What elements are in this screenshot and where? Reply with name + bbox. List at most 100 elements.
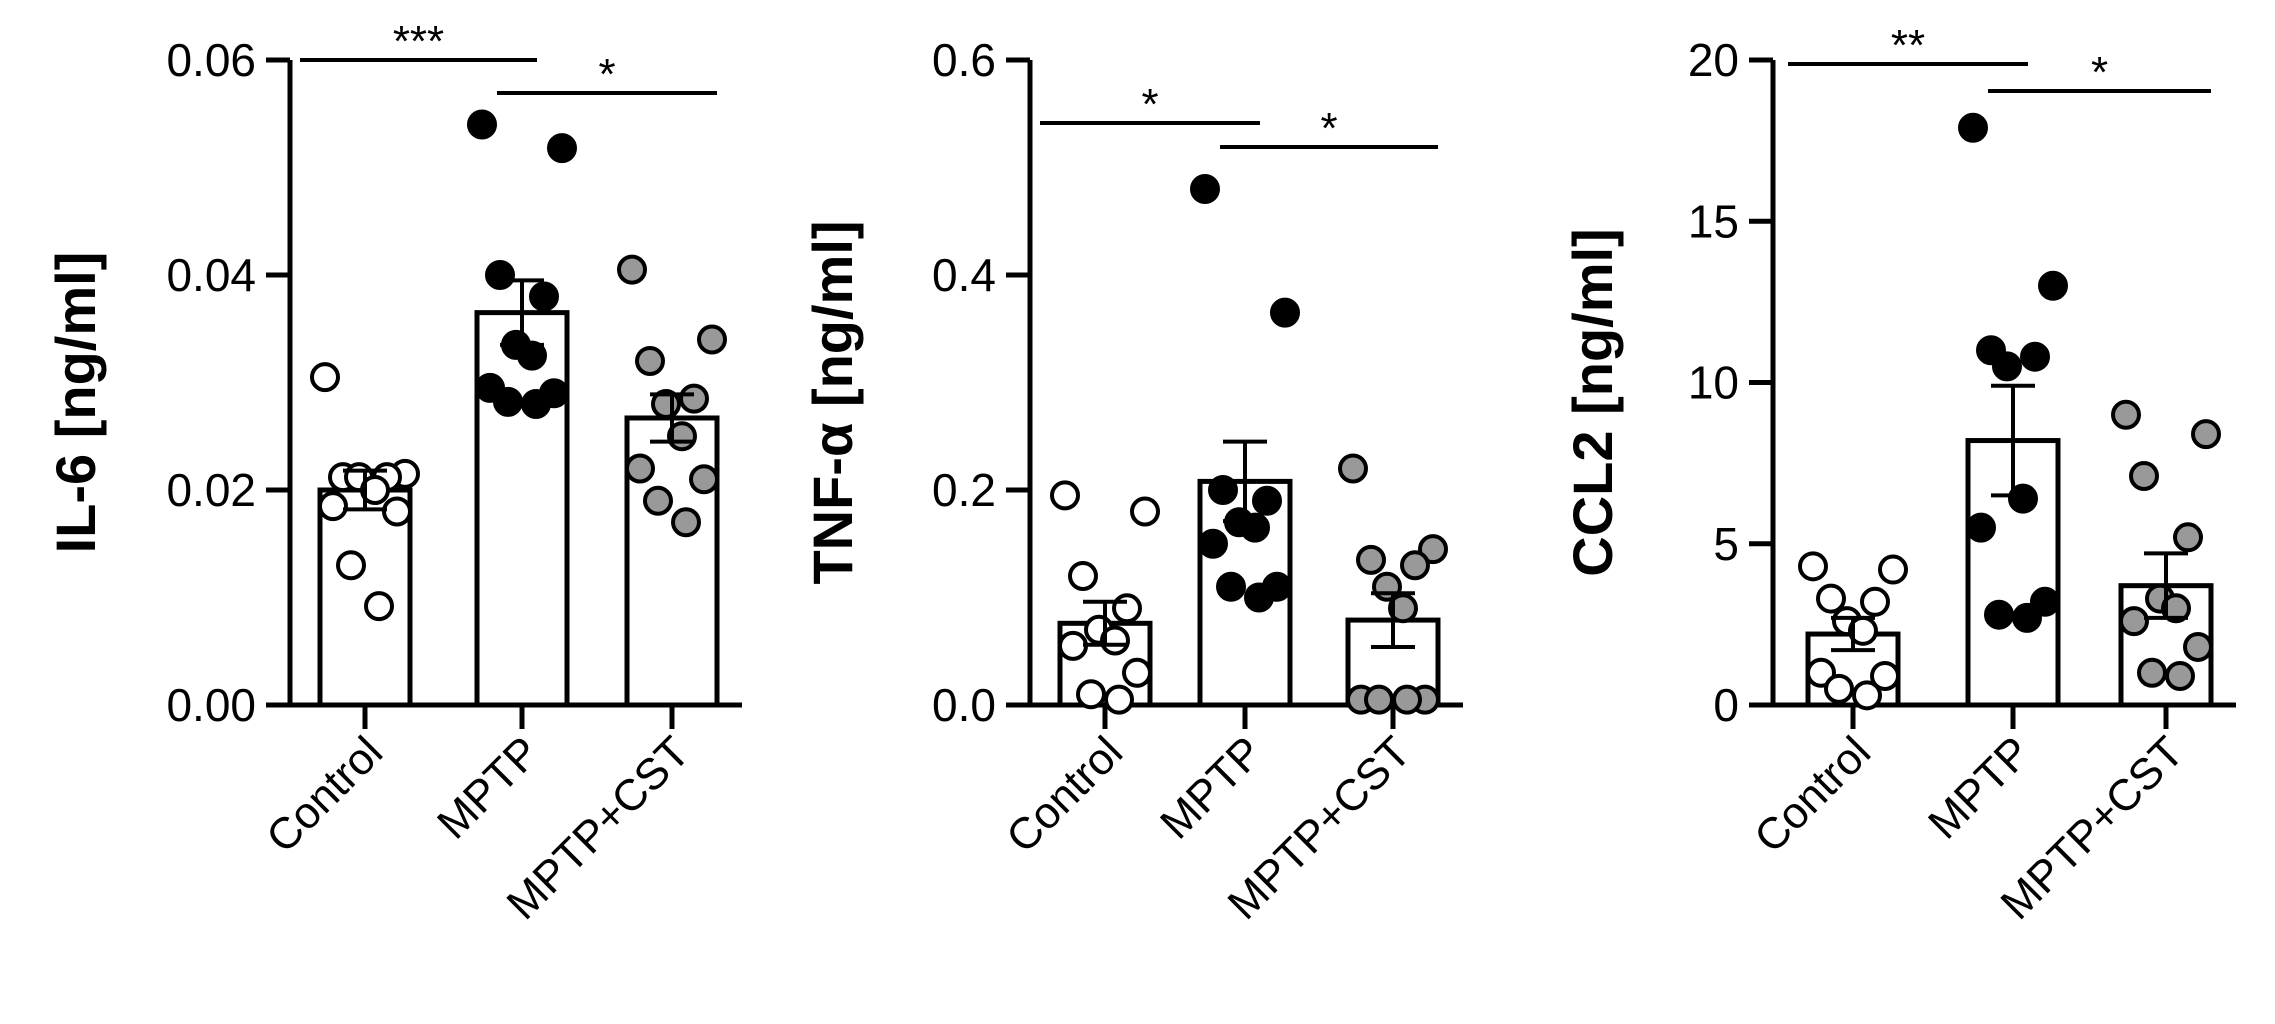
data-point [1392,684,1422,715]
data-point [2129,461,2159,492]
y-tick-label: 0.04 [166,249,256,301]
y-tick-label: 0.00 [166,679,256,731]
y-tick-label: 0.02 [166,464,256,516]
data-point [625,453,655,484]
data-point [689,464,719,495]
data-point [2020,341,2050,372]
data-point [2165,660,2195,691]
y-axis-label: TNF-α [ng/ml] [801,220,864,584]
data-point [1338,453,1368,484]
data-point [547,133,577,164]
data-point [1958,112,1988,143]
data-point [1364,684,1394,715]
data-point [1216,571,1246,602]
significance-label: * [1320,104,1337,153]
category-label: Control [997,727,1132,862]
y-axis-label: IL-6 [ng/ml] [44,252,107,554]
y-tick-label: 10 [1688,357,1739,409]
data-point [1816,583,1846,614]
data-point [1076,679,1106,710]
data-point [2119,606,2149,637]
data-point [1112,593,1142,624]
data-point [364,591,394,622]
data-point [485,260,515,290]
data-point [529,281,559,312]
category-label: MPTP [1919,727,2040,848]
data-point [643,485,673,516]
significance-label: ** [1891,21,1925,70]
data-point [635,346,665,376]
data-point [2038,270,2068,301]
data-point [1068,561,1098,591]
y-tick-label: 0.6 [932,34,996,86]
y-tick-label: 0 [1713,679,1739,731]
data-point [1208,475,1238,505]
data-point [671,507,701,538]
data-point [1058,630,1088,661]
data-point [1992,351,2022,382]
data-point [1860,586,1890,617]
data-point [1798,551,1828,582]
data-point [1388,593,1418,624]
data-point [1852,680,1882,711]
y-tick-label: 0.06 [166,34,256,86]
data-point [617,254,647,285]
data-point [1270,297,1300,328]
y-tick-label: 0.2 [932,464,996,516]
data-point [467,109,497,140]
y-tick-label: 5 [1713,518,1739,570]
data-point [2012,602,2042,633]
data-point [517,340,547,371]
y-tick-label: 0.0 [932,679,996,731]
data-point [2183,631,2213,662]
category-label: MPTP [1151,727,1272,848]
data-point [336,550,366,581]
data-point [382,496,412,527]
data-point [1130,496,1160,527]
data-point [1190,174,1220,204]
significance-label: * [598,50,615,99]
data-point [697,324,727,355]
data-point [679,383,709,414]
data-point [1356,544,1386,575]
category-label: MPTP [428,727,549,848]
data-point [1100,625,1130,656]
data-point [1878,554,1908,585]
data-point [1050,480,1080,511]
y-tick-label: 15 [1688,195,1739,247]
significance-label: *** [393,17,444,66]
category-label: Control [257,727,392,862]
data-point [1104,684,1134,715]
data-point [1244,582,1274,613]
data-point [2161,593,2191,624]
data-point [1252,485,1282,516]
y-tick-label: 0.4 [932,249,996,301]
bar-mptp [474,310,570,708]
data-point [318,491,348,522]
data-point [2173,522,2203,553]
data-point [1984,599,2014,630]
data-point [2191,419,2221,450]
significance-label: * [2091,48,2108,97]
data-point [1122,657,1152,688]
data-point [1198,528,1228,559]
data-point [2111,399,2141,430]
data-point [310,362,340,393]
category-label: Control [1745,727,1880,862]
data-point [1870,660,1900,691]
significance-label: * [1141,80,1158,129]
data-point [2008,483,2038,514]
y-tick-label: 20 [1688,34,1739,86]
data-point [1400,550,1430,581]
y-axis-label: CCL2 [ng/ml] [1561,228,1624,576]
data-point [521,389,551,419]
data-point [1966,512,1996,543]
data-point [2137,657,2167,688]
data-point [493,386,523,417]
data-point [360,475,390,505]
bar-mptp [1965,438,2061,708]
